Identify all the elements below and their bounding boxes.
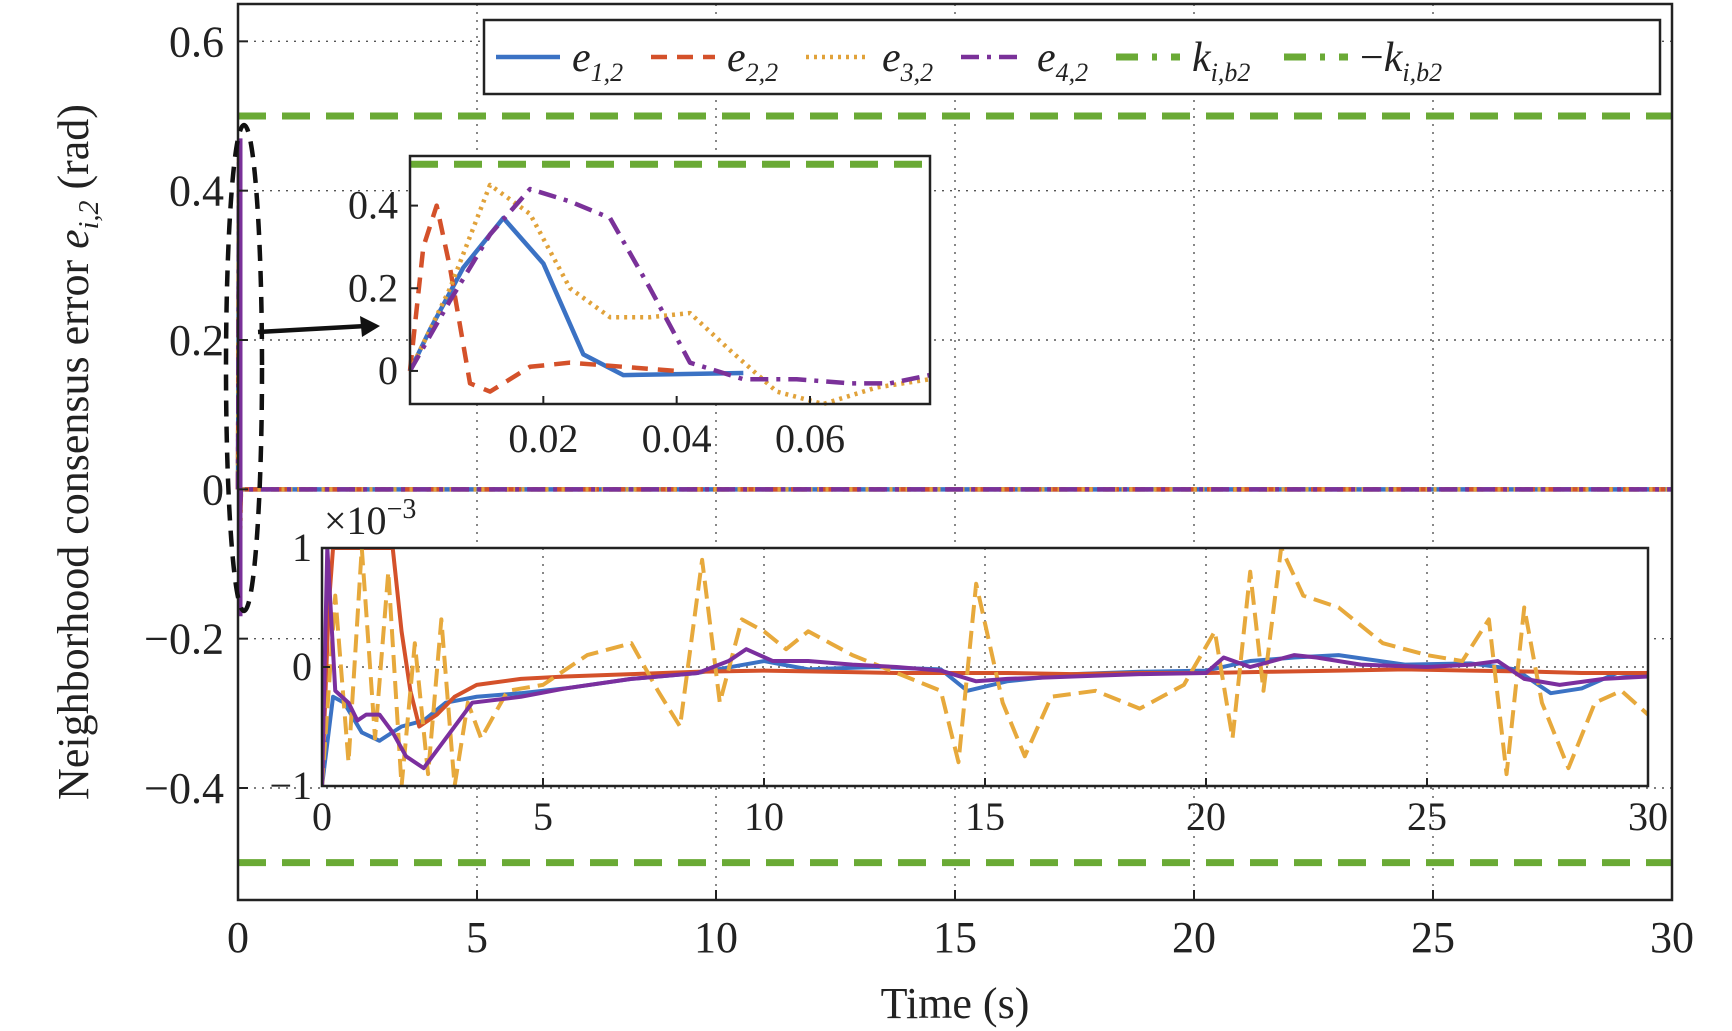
legend-item-e42: e4,2	[961, 35, 1088, 87]
zoom-arrow-shaft	[257, 323, 367, 335]
inset-bottom-y-tick-label: 1	[292, 525, 312, 570]
legend-item-e12: e1,2	[496, 35, 623, 87]
main-x-tick-label: 10	[694, 913, 738, 962]
legend-label-nkb2: −ki,b2	[1360, 35, 1442, 87]
inset-top-y-tick-label: 0.4	[348, 183, 398, 228]
main-y-tick-label: 0.6	[169, 17, 224, 66]
inset-top-frame	[408, 154, 932, 406]
main-x-tick-label: 30	[1650, 913, 1694, 962]
inset-bottom-zoom: 0 5 10 15 20 25 30−101 ×10−3	[269, 494, 1668, 839]
inset-top-tick-labels: 0.02 0.04 0.06 0 0.2 0.4	[348, 183, 845, 461]
inset-top-x-tick-label: 0.02	[508, 416, 578, 461]
inset-top-series-e22	[407, 203, 677, 394]
inset-top-series-lines	[407, 182, 931, 407]
inset-bottom-x-tick-label: 10	[744, 794, 784, 839]
main-y-tick-label: −0.2	[144, 615, 224, 664]
inset-bottom-y-tick-label: −1	[269, 763, 312, 808]
y-axis-title-prefix: Neighborhood consensus error	[49, 249, 98, 800]
inset-bottom-x-tick-label: 30	[1628, 794, 1668, 839]
main-grid	[238, 4, 1672, 900]
main-y-tick-label: 0.2	[169, 316, 224, 365]
main-x-tick-label: 20	[1172, 913, 1216, 962]
main-tick-labels: 0 5 10 15 20 25 30−0.4−0.200.20.40.6	[144, 17, 1694, 962]
inset-top-background	[410, 156, 930, 404]
legend-item-kb2: ki,b2	[1116, 35, 1250, 87]
zoom-annotation	[223, 122, 380, 614]
inset-top-series-e42	[408, 186, 931, 386]
legend-item-e22: e2,2	[651, 35, 778, 87]
main-bound-lines	[238, 112, 1672, 867]
main-y-tick-label: 0	[202, 465, 224, 514]
zoom-arrow-head	[360, 316, 380, 337]
inset-bottom-y-tick-label: 0	[292, 644, 312, 689]
inset-bottom-x-tick-label: 0	[312, 794, 332, 839]
main-y-tick-label: −0.4	[144, 764, 224, 813]
legend-item-nkb2: −ki,b2	[1284, 35, 1442, 87]
main-plot-area: 0 5 10 15 20 25 30−0.4−0.200.20.40.6	[144, 2, 1694, 962]
main-y-tick-label: 0.4	[169, 167, 224, 216]
legend-label-e42: e4,2	[1037, 35, 1088, 87]
inset-bottom-multiplier-exponent: −3	[387, 494, 417, 525]
inset-top-series-e32	[407, 182, 931, 407]
inset-top-x-tick-label: 0.06	[775, 416, 845, 461]
inset-bottom-series-lines	[322, 548, 1648, 786]
main-x-tick-label: 15	[933, 913, 977, 962]
legend-label-e22: e2,2	[727, 35, 778, 87]
inset-top-zoom: 0.02 0.04 0.06 0 0.2 0.4	[348, 154, 932, 461]
legend-label-e12: e1,2	[572, 35, 623, 87]
y-axis-title-subscript: i,2	[74, 201, 105, 230]
inset-bottom-series-e32	[322, 548, 1648, 786]
inset-bottom-x-tick-label: 20	[1186, 794, 1226, 839]
y-axis-title: Neighborhood consensus error ei,2 (rad)	[49, 104, 105, 800]
inset-bottom-tick-labels: 0 5 10 15 20 25 30−101	[269, 525, 1668, 839]
main-x-tick-label: 0	[227, 913, 249, 962]
inset-bottom-multiplier: ×10−3	[324, 494, 416, 543]
main-x-tick-label: 25	[1411, 913, 1455, 962]
inset-bottom-x-tick-label: 5	[533, 794, 553, 839]
legend: e1,2 e2,2 e3,2 e4,2 ki,b2 −ki,b2	[482, 18, 1662, 96]
inset-bottom-multiplier-base: ×10	[324, 498, 387, 543]
y-axis-title-symbol: e	[49, 229, 98, 249]
y-axis-title-suffix: (rad)	[49, 104, 98, 201]
zoom-highlight-ellipse	[223, 122, 265, 614]
legend-label-kb2: ki,b2	[1192, 35, 1250, 87]
inset-bottom-plot-region	[322, 548, 1648, 786]
inset-bottom-x-tick-label: 25	[1407, 794, 1447, 839]
inset-top-y-tick-label: 0	[378, 348, 398, 393]
main-x-tick-label: 5	[466, 913, 488, 962]
x-axis-title: Time (s)	[881, 979, 1030, 1028]
inset-bottom-x-tick-label: 15	[965, 794, 1005, 839]
inset-bottom-series-e42	[322, 548, 1648, 786]
legend-label-e32: e3,2	[882, 35, 933, 87]
inset-top-y-tick-label: 0.2	[348, 265, 398, 310]
legend-item-e32: e3,2	[806, 35, 933, 87]
inset-top-x-tick-label: 0.04	[642, 416, 712, 461]
